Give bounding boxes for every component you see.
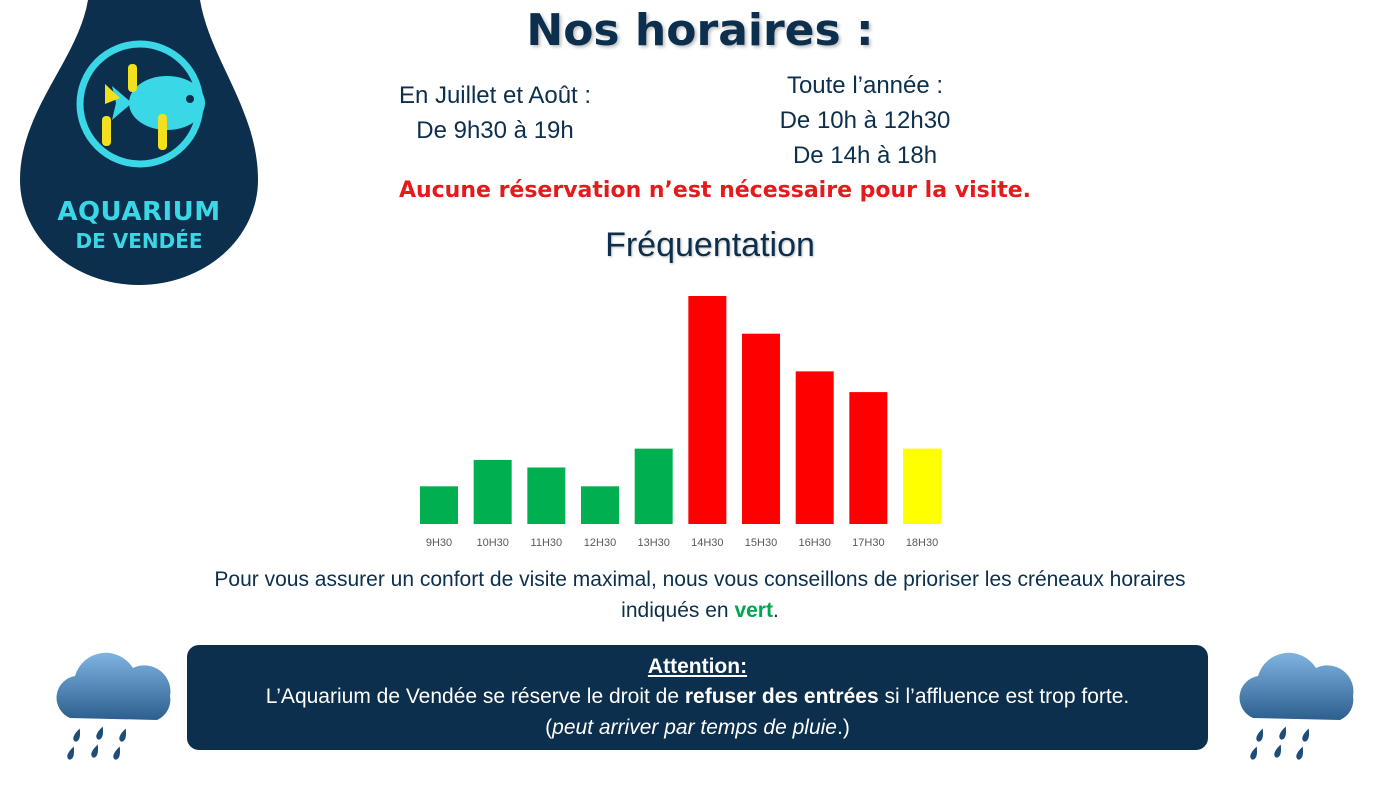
year-schedule: Toute l’année : De 10h à 12h30 De 14h à … <box>735 68 995 173</box>
attention-body: L’Aquarium de Vendée se réserve le droit… <box>187 681 1208 743</box>
attention-heading: Attention: <box>647 655 748 678</box>
year-label: Toute l’année : <box>786 72 944 99</box>
attention-part2: si l’affluence est trop forte. ( <box>545 685 1130 739</box>
tick-label-15h30: 15H30 <box>745 537 777 549</box>
summer-hours: De 9h30 à 19h <box>416 117 574 144</box>
attention-italic: peut arriver par temps de pluie <box>552 716 837 739</box>
tick-label-13h30: 13H30 <box>637 537 669 549</box>
tick-label-16h30: 16H30 <box>798 537 830 549</box>
advice-main: Pour vous assurer un confort de visite m… <box>214 568 1186 622</box>
attention-bold: refuser des entrées <box>684 685 879 708</box>
rain-cloud-icon <box>56 652 171 760</box>
year-morning-hours: De 10h à 12h30 <box>779 107 951 134</box>
bar-18h30 <box>903 448 942 524</box>
bar-17h30 <box>849 392 888 524</box>
tick-label-12h30: 12H30 <box>584 537 616 549</box>
attention-box: Attention: L’Aquarium de Vendée se réser… <box>187 645 1208 750</box>
tick-label-17h30: 17H30 <box>852 537 884 549</box>
attention-part3: .) <box>836 716 850 739</box>
chart-title: Fréquentation <box>605 226 815 264</box>
attention-part1: L’Aquarium de Vendée se réserve le droit… <box>265 685 680 708</box>
tick-label-18h30: 18H30 <box>906 537 938 549</box>
tick-label-14h30: 14H30 <box>691 537 723 549</box>
tick-label-10h30: 10H30 <box>476 537 508 549</box>
bar-16h30 <box>795 371 834 524</box>
advice-text: Pour vous assurer un confort de visite m… <box>190 564 1210 626</box>
tick-label-11h30: 11H30 <box>531 537 563 549</box>
aquarium-logo <box>20 0 258 285</box>
summer-label: En Juillet et Août : <box>398 82 592 109</box>
reservation-notice: Aucune réservation n’est nécessaire pour… <box>398 178 1032 203</box>
page-title: Nos horaires : <box>526 5 874 56</box>
year-afternoon-hours: De 14h à 18h <box>792 142 938 169</box>
bar-14h30 <box>688 296 727 524</box>
bar-11h30 <box>527 467 566 524</box>
tick-label-9h30: 9H30 <box>426 537 452 549</box>
logo-line1: AQUARIUM <box>57 197 221 227</box>
advice-highlight: vert <box>734 599 773 622</box>
bar-15h30 <box>742 333 781 524</box>
bar-12h30 <box>581 486 620 524</box>
rain-cloud-icon <box>1239 652 1354 760</box>
bar-9h30 <box>420 486 458 524</box>
logo-line2: DE VENDÉE <box>75 229 203 253</box>
fish-logo-icon <box>76 40 205 168</box>
advice-end: . <box>772 599 779 622</box>
bar-10h30 <box>473 459 512 524</box>
bar-13h30 <box>634 448 673 524</box>
summer-schedule: En Juillet et Août : De 9h30 à 19h <box>360 78 630 148</box>
